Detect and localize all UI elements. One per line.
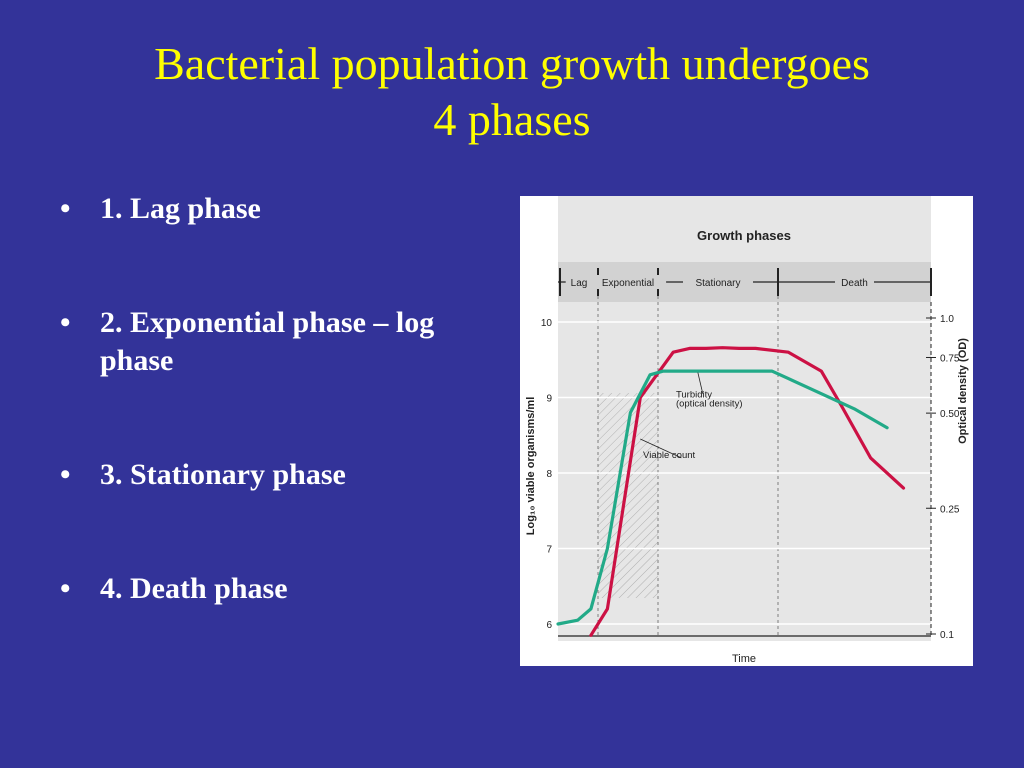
bullet-text: 2. Exponential phase – log phase — [100, 306, 435, 377]
annotation-label: (optical density) — [676, 399, 743, 410]
bullet-list: • 1. Lag phase • 2. Exponential phase – … — [60, 190, 510, 608]
bullet-item: • 2. Exponential phase – log phase — [60, 304, 510, 380]
growth-chart-figure: Growth phases Lag Exponential Stationary De… — [520, 196, 973, 666]
phase-label-bg — [835, 275, 874, 289]
annotation-label: Turbidity — [676, 390, 712, 401]
phase-label: Lag — [571, 278, 588, 289]
y-left-tick-label: 7 — [546, 545, 552, 556]
grid — [558, 321, 931, 625]
phase-labels: Lag Exponential Stationary Death — [565, 275, 874, 289]
bullet-item: • 3. Stationary phase — [60, 456, 510, 494]
y-right-axis-label: Optical density (OD) — [957, 338, 969, 444]
y-left-tick-label: 8 — [546, 469, 552, 480]
x-axis-label: Time — [732, 653, 756, 665]
growth-chart: Growth phases Lag Exponential Stationary De… — [525, 196, 969, 665]
phase-label-bg — [683, 275, 753, 289]
y-right-tick-label: 0.1 — [940, 630, 954, 641]
y-left-tick-label: 9 — [546, 394, 552, 405]
annotation-leader — [640, 438, 682, 459]
left-axis-ticks: 10 9 8 7 6 — [541, 318, 553, 631]
y-right-tick-label: 1.0 — [940, 314, 954, 325]
phase-label-bg — [589, 275, 667, 289]
bullet-item: • 1. Lag phase — [60, 190, 510, 228]
annotations: Turbidity(optical density) Viable count — [640, 372, 743, 461]
series-line — [589, 346, 906, 637]
series-line — [556, 369, 889, 626]
y-left-tick-label: 10 — [541, 318, 553, 329]
phase-label: Death — [841, 278, 868, 289]
y-right-tick-label: 0.25 — [940, 504, 960, 515]
phase-label: Exponential — [602, 278, 654, 289]
chart-title: Growth phases — [697, 228, 791, 243]
bullet-text: 1. Lag phase — [100, 192, 261, 225]
y-left-tick-label: 6 — [546, 620, 552, 631]
phase-label: Stationary — [695, 278, 740, 289]
bullet-text: 3. Stationary phase — [100, 458, 346, 491]
series-layer — [556, 346, 906, 637]
annotation-leader — [697, 372, 704, 394]
slide-title: Bacterial population growth undergoes 4 … — [40, 36, 984, 148]
bullet-dot: • — [60, 572, 71, 605]
bullet-dot: • — [60, 306, 71, 339]
y-right-tick-label: 0.75 — [940, 353, 960, 364]
annotation-label: Viable count — [643, 450, 695, 461]
slide-title-line-1: Bacterial population growth undergoes — [154, 38, 870, 89]
bullet-item: • 4. Death phase — [60, 570, 510, 608]
slide-title-line-2: 4 phases — [433, 94, 591, 145]
bullet-dot: • — [60, 192, 71, 225]
phase-label-bg — [565, 275, 593, 289]
y-left-axis-label: Log₁₀ viable organisms/ml — [525, 397, 537, 535]
bullet-text: 4. Death phase — [100, 572, 288, 605]
bullet-dot: • — [60, 458, 71, 491]
y-right-tick-label: 0.50 — [940, 409, 960, 420]
